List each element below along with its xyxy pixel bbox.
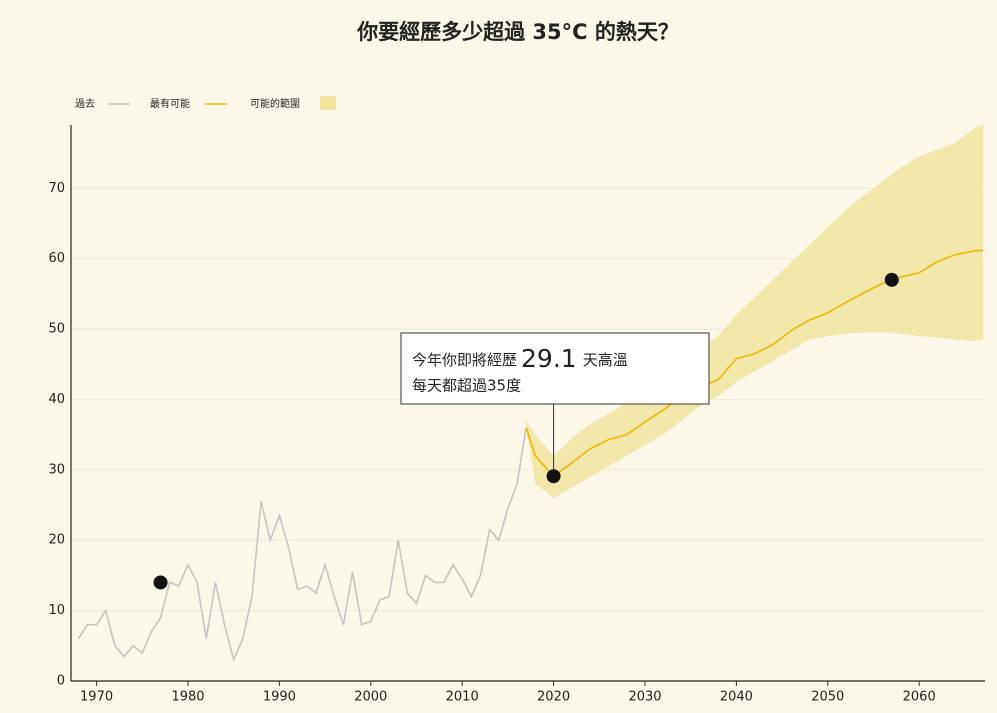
x-tick-label: 1970 [80, 690, 113, 705]
highlight-point [153, 575, 168, 590]
annotation-text: 天高溫 [583, 351, 628, 369]
legend-label: 最有可能 [150, 97, 190, 110]
y-tick-label: 0 [57, 674, 65, 689]
range-band [526, 125, 984, 499]
y-tick-label: 30 [48, 462, 65, 477]
legend-swatch [320, 96, 336, 110]
series-line [525, 249, 984, 478]
x-tick-label: 2010 [446, 690, 479, 705]
x-tick-label: 1990 [263, 690, 296, 705]
y-tick-label: 20 [48, 533, 65, 548]
annotation-text: 每天都超過35度 [412, 377, 521, 395]
x-tick-label: 1980 [171, 690, 204, 705]
x-tick-label: 2000 [354, 690, 387, 705]
y-tick-label: 50 [48, 322, 65, 337]
x-tick-label: 2040 [720, 690, 753, 705]
y-tick-label: 40 [48, 392, 65, 407]
y-tick-label: 10 [48, 603, 65, 618]
y-tick-label: 60 [48, 251, 65, 266]
series-line [77, 427, 527, 663]
annotation-value: 29.1 [521, 344, 577, 373]
chart-title: 你要經歷多少超過 35°C 的熱天？ [356, 20, 679, 44]
x-tick-label: 2030 [628, 690, 661, 705]
highlight-point [546, 469, 561, 484]
highlight-point [884, 272, 899, 287]
annotation-text: 今年你即將經歷 [412, 351, 517, 369]
legend-label: 過去 [75, 98, 95, 110]
x-tick-label: 2060 [903, 690, 936, 705]
x-tick-label: 2050 [811, 690, 844, 705]
x-tick-label: 2020 [537, 690, 570, 705]
y-tick-label: 70 [48, 181, 65, 196]
annotation-text: 今年你即將經歷 29.1 天高溫 [412, 344, 628, 373]
annotation-box [400, 332, 710, 405]
legend-label: 可能的範圍 [250, 97, 300, 110]
